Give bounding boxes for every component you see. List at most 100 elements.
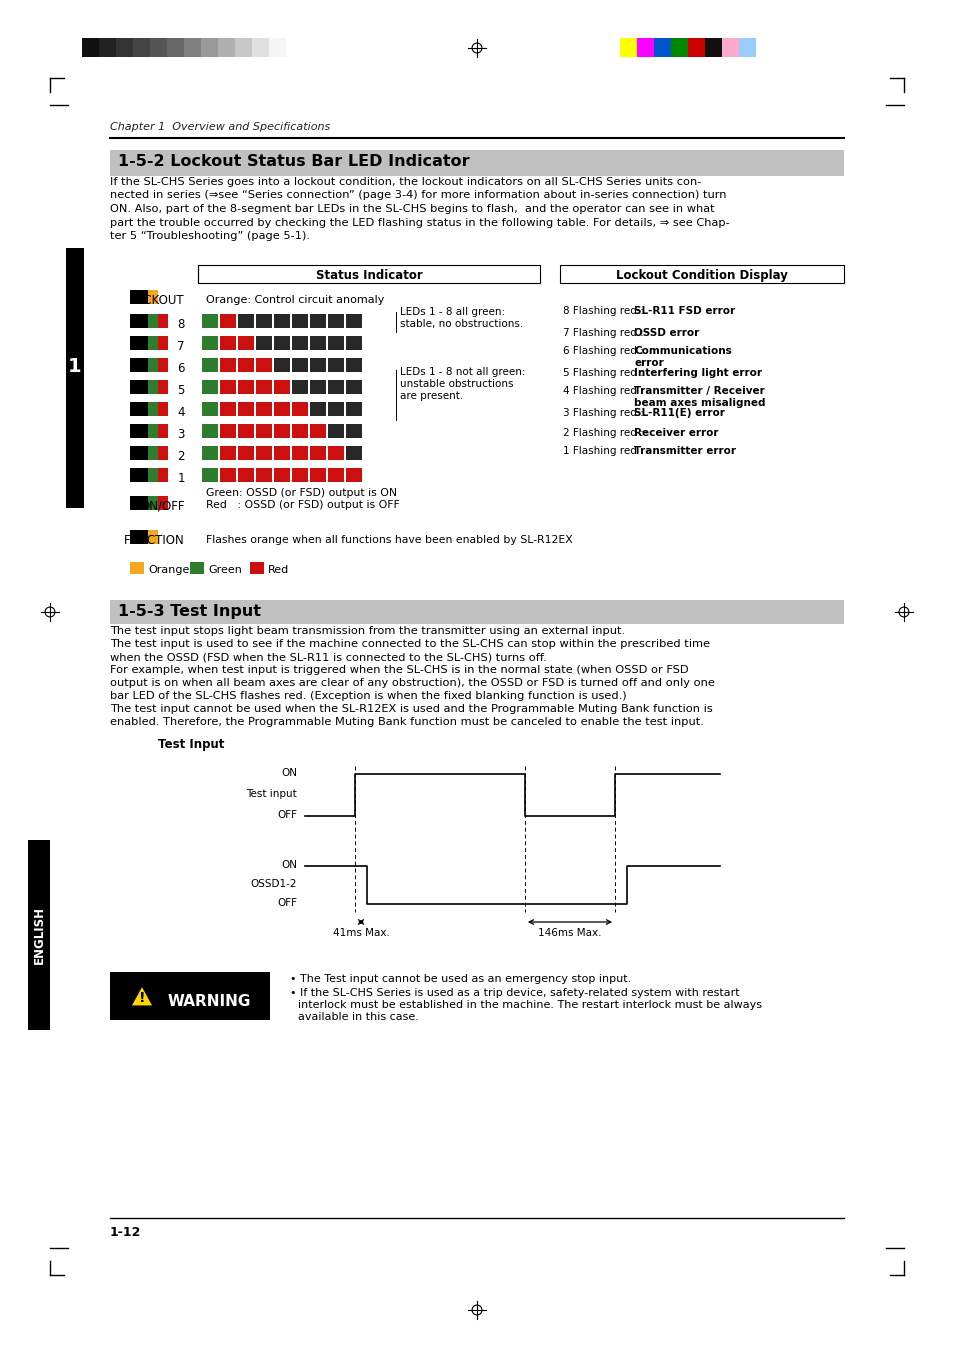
Bar [310,314,326,327]
Text: 2 Flashing red :: 2 Flashing red : [562,428,646,438]
Bar [220,468,235,482]
Text: OSSD error: OSSD error [634,327,699,338]
Bar [255,402,272,415]
Text: Chapter 1  Overview and Specifications: Chapter 1 Overview and Specifications [110,122,330,133]
Bar [559,265,843,283]
Text: ON. Also, part of the 8-segment bar LEDs in the SL-CHS begins to flash,  and the: ON. Also, part of the 8-segment bar LEDs… [110,204,714,214]
Bar [274,402,290,415]
Bar [148,290,158,304]
Bar [202,446,218,460]
Bar [255,446,272,460]
Bar [255,380,272,394]
Text: 1-12: 1-12 [110,1226,141,1239]
Bar [150,38,167,57]
Bar [158,402,168,415]
Bar [310,423,326,438]
Text: OSSD1-2: OSSD1-2 [251,879,296,889]
Bar [184,38,201,57]
Bar [202,423,218,438]
Text: Red   : OSSD (or FSD) output is OFF: Red : OSSD (or FSD) output is OFF [206,501,399,510]
Bar [346,446,361,460]
Bar [148,402,158,415]
Text: available in this case.: available in this case. [297,1012,418,1022]
Bar [310,468,326,482]
Bar [99,38,116,57]
Bar [274,446,290,460]
Polygon shape [131,986,152,1007]
Bar [274,468,290,482]
Bar [130,290,148,304]
Text: LEDs 1 - 8 not all green:: LEDs 1 - 8 not all green: [399,367,525,377]
Bar [274,380,290,394]
Text: 1-5-3 Test Input: 1-5-3 Test Input [118,603,261,620]
Bar [255,468,272,482]
Bar [220,402,235,415]
Bar [619,38,637,57]
Bar [148,497,158,510]
Bar [220,423,235,438]
Bar [310,359,326,372]
Bar [130,530,148,544]
Text: enabled. Therefore, the Programmable Muting Bank function must be canceled to en: enabled. Therefore, the Programmable Mut… [110,717,703,727]
Bar [201,38,218,57]
Text: SL-R11(E) error: SL-R11(E) error [634,409,724,418]
Text: 6: 6 [177,361,185,375]
Bar [158,446,168,460]
Text: 8 Flashing red :: 8 Flashing red : [562,306,646,317]
Text: SL-R11 FSD error: SL-R11 FSD error [634,306,735,317]
Text: 3: 3 [177,428,185,441]
Text: interlock must be established in the machine. The restart interlock must be alwa: interlock must be established in the mac… [297,1000,761,1009]
Bar [328,314,344,327]
Bar [130,446,148,460]
Bar [220,314,235,327]
Text: 7: 7 [177,340,185,353]
Text: The test input cannot be used when the SL-R12EX is used and the Programmable Mut: The test input cannot be used when the S… [110,704,712,714]
Bar [158,314,168,327]
Bar [346,380,361,394]
Bar [274,359,290,372]
Bar [328,468,344,482]
Text: 2: 2 [177,449,185,463]
Bar [237,336,253,350]
Text: 41ms Max.: 41ms Max. [333,928,389,938]
Text: Communications: Communications [634,346,731,356]
Bar [255,336,272,350]
Bar [255,314,272,327]
Bar [252,38,269,57]
Text: Red: Red [268,566,289,575]
Bar [202,314,218,327]
Text: 6 Flashing red :: 6 Flashing red : [562,346,646,356]
Bar [202,402,218,415]
Bar [670,38,687,57]
Bar [148,380,158,394]
Bar [274,423,290,438]
Bar [110,971,270,1020]
Bar [130,336,148,350]
Bar [310,402,326,415]
Bar [250,561,264,574]
Text: LEDs 1 - 8 all green:: LEDs 1 - 8 all green: [399,307,504,317]
Text: • The Test input cannot be used as an emergency stop input.: • The Test input cannot be used as an em… [290,974,631,984]
Bar [220,336,235,350]
Bar [220,446,235,460]
Bar [148,446,158,460]
Bar [292,423,308,438]
Bar [292,336,308,350]
Text: nected in series (⇒see “Series connection” (page 3-4) for more information about: nected in series (⇒see “Series connectio… [110,191,726,200]
Text: Transmitter / Receiver: Transmitter / Receiver [634,386,764,396]
Text: Flashes orange when all functions have been enabled by SL-R12EX: Flashes orange when all functions have b… [206,534,572,545]
Bar [292,359,308,372]
Bar [292,446,308,460]
Text: beam axes misaligned: beam axes misaligned [634,398,765,409]
Text: OFF: OFF [276,898,296,908]
Bar [274,336,290,350]
Text: bar LED of the SL-CHS flashes red. (Exception is when the fixed blanking functio: bar LED of the SL-CHS flashes red. (Exce… [110,691,626,701]
Bar [148,530,158,544]
Bar [130,380,148,394]
Bar [130,497,148,510]
Bar [130,359,148,372]
Bar [158,497,168,510]
Text: ENGLISH: ENGLISH [32,907,46,963]
Text: 5 Flashing red :: 5 Flashing red : [562,368,646,377]
Bar [346,336,361,350]
